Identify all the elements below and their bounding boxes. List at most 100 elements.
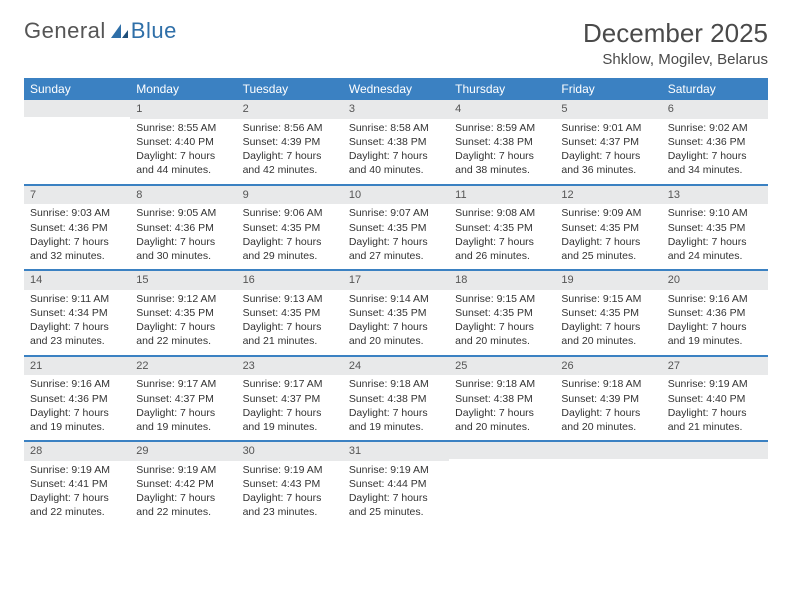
day-number: 29	[130, 442, 236, 461]
day-cell: 3Sunrise: 8:58 AMSunset: 4:38 PMDaylight…	[343, 100, 449, 184]
sunrise-text: Sunrise: 9:18 AM	[349, 377, 443, 391]
sunset-text: Sunset: 4:35 PM	[349, 221, 443, 235]
sunset-text: Sunset: 4:34 PM	[30, 306, 124, 320]
sunset-text: Sunset: 4:37 PM	[243, 392, 337, 406]
sunrise-text: Sunrise: 9:16 AM	[668, 292, 762, 306]
day-number: 1	[130, 100, 236, 119]
daylight-text: Daylight: 7 hours and 40 minutes.	[349, 149, 443, 177]
daylight-text: Daylight: 7 hours and 29 minutes.	[243, 235, 337, 263]
day-cell: 9Sunrise: 9:06 AMSunset: 4:35 PMDaylight…	[237, 186, 343, 270]
daylight-text: Daylight: 7 hours and 22 minutes.	[136, 320, 230, 348]
day-number: 19	[555, 271, 661, 290]
day-number: 27	[662, 357, 768, 376]
day-body: Sunrise: 9:19 AMSunset: 4:40 PMDaylight:…	[662, 375, 768, 440]
day-cell: 16Sunrise: 9:13 AMSunset: 4:35 PMDayligh…	[237, 271, 343, 355]
sunset-text: Sunset: 4:36 PM	[668, 306, 762, 320]
daylight-text: Daylight: 7 hours and 20 minutes.	[455, 320, 549, 348]
sunrise-text: Sunrise: 9:08 AM	[455, 206, 549, 220]
day-number	[449, 442, 555, 459]
day-body: Sunrise: 9:02 AMSunset: 4:36 PMDaylight:…	[662, 119, 768, 184]
week-row: 14Sunrise: 9:11 AMSunset: 4:34 PMDayligh…	[24, 271, 768, 357]
weekday-header: Monday	[130, 78, 236, 100]
month-title: December 2025	[583, 18, 768, 49]
daylight-text: Daylight: 7 hours and 38 minutes.	[455, 149, 549, 177]
daylight-text: Daylight: 7 hours and 19 minutes.	[30, 406, 124, 434]
day-cell: 21Sunrise: 9:16 AMSunset: 4:36 PMDayligh…	[24, 357, 130, 441]
daylight-text: Daylight: 7 hours and 26 minutes.	[455, 235, 549, 263]
sunrise-text: Sunrise: 9:15 AM	[561, 292, 655, 306]
day-body: Sunrise: 9:18 AMSunset: 4:39 PMDaylight:…	[555, 375, 661, 440]
day-body: Sunrise: 9:08 AMSunset: 4:35 PMDaylight:…	[449, 204, 555, 269]
day-cell: 23Sunrise: 9:17 AMSunset: 4:37 PMDayligh…	[237, 357, 343, 441]
sunrise-text: Sunrise: 9:07 AM	[349, 206, 443, 220]
weekday-header-row: Sunday Monday Tuesday Wednesday Thursday…	[24, 78, 768, 100]
sunset-text: Sunset: 4:35 PM	[243, 221, 337, 235]
day-cell	[555, 442, 661, 526]
daylight-text: Daylight: 7 hours and 42 minutes.	[243, 149, 337, 177]
weekday-header: Wednesday	[343, 78, 449, 100]
day-cell: 7Sunrise: 9:03 AMSunset: 4:36 PMDaylight…	[24, 186, 130, 270]
daylight-text: Daylight: 7 hours and 25 minutes.	[349, 491, 443, 519]
day-body: Sunrise: 9:07 AMSunset: 4:35 PMDaylight:…	[343, 204, 449, 269]
sunrise-text: Sunrise: 9:16 AM	[30, 377, 124, 391]
day-cell: 24Sunrise: 9:18 AMSunset: 4:38 PMDayligh…	[343, 357, 449, 441]
day-number: 18	[449, 271, 555, 290]
sunrise-text: Sunrise: 9:11 AM	[30, 292, 124, 306]
sunrise-text: Sunrise: 8:59 AM	[455, 121, 549, 135]
daylight-text: Daylight: 7 hours and 19 minutes.	[668, 320, 762, 348]
day-body: Sunrise: 9:15 AMSunset: 4:35 PMDaylight:…	[555, 290, 661, 355]
daylight-text: Daylight: 7 hours and 21 minutes.	[668, 406, 762, 434]
sunset-text: Sunset: 4:36 PM	[30, 221, 124, 235]
day-cell: 14Sunrise: 9:11 AMSunset: 4:34 PMDayligh…	[24, 271, 130, 355]
daylight-text: Daylight: 7 hours and 23 minutes.	[243, 491, 337, 519]
day-number: 13	[662, 186, 768, 205]
day-number: 3	[343, 100, 449, 119]
sunrise-text: Sunrise: 9:18 AM	[561, 377, 655, 391]
sunrise-text: Sunrise: 8:56 AM	[243, 121, 337, 135]
sunrise-text: Sunrise: 9:06 AM	[243, 206, 337, 220]
daylight-text: Daylight: 7 hours and 19 minutes.	[243, 406, 337, 434]
daylight-text: Daylight: 7 hours and 19 minutes.	[349, 406, 443, 434]
day-number: 12	[555, 186, 661, 205]
sunrise-text: Sunrise: 9:19 AM	[349, 463, 443, 477]
day-number	[662, 442, 768, 459]
day-number: 24	[343, 357, 449, 376]
sunrise-text: Sunrise: 9:19 AM	[243, 463, 337, 477]
day-body: Sunrise: 9:09 AMSunset: 4:35 PMDaylight:…	[555, 204, 661, 269]
day-cell: 30Sunrise: 9:19 AMSunset: 4:43 PMDayligh…	[237, 442, 343, 526]
sunrise-text: Sunrise: 9:09 AM	[561, 206, 655, 220]
day-number: 15	[130, 271, 236, 290]
sunset-text: Sunset: 4:38 PM	[455, 392, 549, 406]
sunset-text: Sunset: 4:40 PM	[136, 135, 230, 149]
day-body: Sunrise: 9:11 AMSunset: 4:34 PMDaylight:…	[24, 290, 130, 355]
day-cell: 28Sunrise: 9:19 AMSunset: 4:41 PMDayligh…	[24, 442, 130, 526]
sunset-text: Sunset: 4:35 PM	[243, 306, 337, 320]
daylight-text: Daylight: 7 hours and 23 minutes.	[30, 320, 124, 348]
sunset-text: Sunset: 4:44 PM	[349, 477, 443, 491]
daylight-text: Daylight: 7 hours and 19 minutes.	[136, 406, 230, 434]
sunset-text: Sunset: 4:39 PM	[561, 392, 655, 406]
day-number: 22	[130, 357, 236, 376]
day-cell: 4Sunrise: 8:59 AMSunset: 4:38 PMDaylight…	[449, 100, 555, 184]
day-body: Sunrise: 9:16 AMSunset: 4:36 PMDaylight:…	[662, 290, 768, 355]
sunrise-text: Sunrise: 9:10 AM	[668, 206, 762, 220]
day-body: Sunrise: 9:18 AMSunset: 4:38 PMDaylight:…	[343, 375, 449, 440]
day-body: Sunrise: 8:55 AMSunset: 4:40 PMDaylight:…	[130, 119, 236, 184]
day-cell: 5Sunrise: 9:01 AMSunset: 4:37 PMDaylight…	[555, 100, 661, 184]
daylight-text: Daylight: 7 hours and 34 minutes.	[668, 149, 762, 177]
day-body: Sunrise: 9:10 AMSunset: 4:35 PMDaylight:…	[662, 204, 768, 269]
day-cell: 29Sunrise: 9:19 AMSunset: 4:42 PMDayligh…	[130, 442, 236, 526]
day-cell: 26Sunrise: 9:18 AMSunset: 4:39 PMDayligh…	[555, 357, 661, 441]
day-number: 9	[237, 186, 343, 205]
sunrise-text: Sunrise: 9:17 AM	[136, 377, 230, 391]
daylight-text: Daylight: 7 hours and 25 minutes.	[561, 235, 655, 263]
sunset-text: Sunset: 4:40 PM	[668, 392, 762, 406]
logo-text-blue: Blue	[131, 18, 177, 44]
sunset-text: Sunset: 4:43 PM	[243, 477, 337, 491]
day-number: 25	[449, 357, 555, 376]
daylight-text: Daylight: 7 hours and 27 minutes.	[349, 235, 443, 263]
weekday-header: Tuesday	[237, 78, 343, 100]
sunset-text: Sunset: 4:37 PM	[561, 135, 655, 149]
sunrise-text: Sunrise: 8:55 AM	[136, 121, 230, 135]
day-number: 26	[555, 357, 661, 376]
